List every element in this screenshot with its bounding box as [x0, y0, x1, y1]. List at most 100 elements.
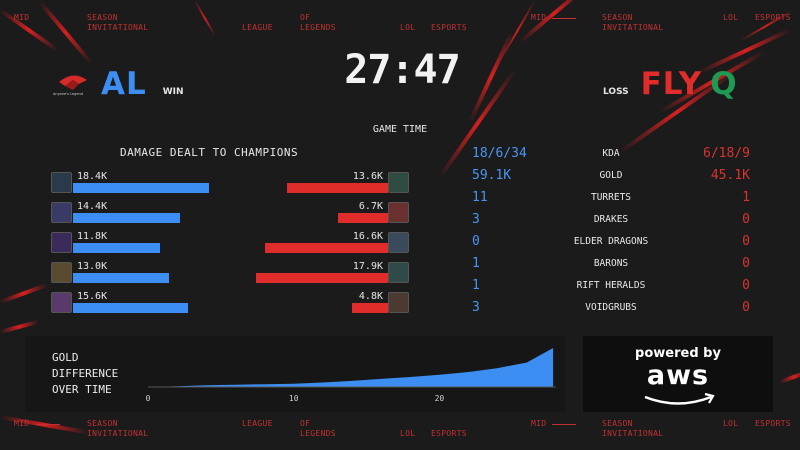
blue-stat-value: 3 — [472, 212, 480, 227]
blue-damage-bar — [73, 243, 161, 253]
red-damage-value: 4.8K — [358, 291, 383, 302]
gold-x-tick: 20 — [435, 394, 445, 403]
gold-label-line1: GOLD — [52, 351, 79, 364]
blue-stat-value: 18/6/34 — [472, 146, 527, 161]
blue-damage-bar — [73, 273, 170, 283]
blue-team-header: Anyone's Legend AL WIN — [53, 66, 184, 102]
ticker-invitational-2: INVITATIONAL — [602, 23, 664, 32]
ticker-season-2: SEASON — [602, 13, 633, 22]
blue-stat-value: 1 — [472, 278, 480, 293]
ticker-invitational: INVITATIONAL — [87, 429, 149, 438]
damage-title: DAMAGE DEALT TO CHAMPIONS — [120, 146, 299, 159]
red-stat-value: 0 — [742, 212, 750, 227]
blue-stat-value: 3 — [472, 300, 480, 315]
ticker-lol: LOL — [400, 23, 416, 32]
red-team-header: LOSS FLY Q — [603, 66, 737, 102]
stat-label: TURRETS — [590, 192, 632, 203]
red-damage-bar — [338, 213, 388, 223]
red-damage-value: 6.7K — [358, 201, 383, 212]
blue-champion-portrait — [51, 172, 72, 193]
ticker-divider — [36, 424, 60, 425]
game-timer: 27:47 — [344, 47, 460, 93]
blue-damage-bar — [73, 213, 180, 223]
aws-smile-icon — [644, 392, 715, 405]
blue-stat-value: 0 — [472, 234, 480, 249]
ticker-season: SEASON — [87, 419, 118, 428]
ticker-league: LEAGUE — [242, 419, 273, 428]
gold-label-line2: DIFFERENCE — [52, 367, 119, 380]
ticker-season: SEASON — [87, 13, 118, 22]
red-damage-bar — [352, 303, 388, 313]
ticker-esports: ESPORTS — [431, 23, 467, 32]
ticker-mid: MID — [14, 419, 30, 428]
red-champion-portrait — [388, 202, 409, 223]
red-champion-portrait — [388, 172, 409, 193]
blue-damage-value: 11.8K — [77, 231, 108, 242]
red-champion-portrait — [388, 292, 409, 313]
blue-stat-value: 11 — [472, 190, 488, 205]
stat-label: ELDER DRAGONS — [573, 236, 649, 247]
red-stat-value: 1 — [742, 190, 750, 205]
ticker-of: OF — [300, 419, 311, 428]
red-stat-value: 6/18/9 — [703, 146, 750, 161]
aws-brand: aws — [646, 360, 710, 391]
ticker-legends: LEGENDS — [300, 429, 336, 438]
ticker-esports-2: ESPORTS — [755, 13, 791, 22]
red-team-tag: FLY — [640, 66, 703, 102]
blue-damage-bar — [73, 183, 210, 193]
al-logo: Anyone's Legend — [53, 66, 91, 102]
ticker-lol: LOL — [400, 429, 416, 438]
blue-damage-value: 14.4K — [77, 201, 108, 212]
stat-label: RIFT HERALDS — [576, 280, 646, 291]
blue-stat-value: 59.1K — [472, 168, 512, 183]
red-stat-value: 0 — [742, 278, 750, 293]
ticker-esports-2: ESPORTS — [755, 419, 791, 428]
red-stat-value: 0 — [742, 300, 750, 315]
blue-champion-portrait — [51, 232, 72, 253]
gold-difference-area — [148, 348, 554, 387]
blue-champion-portrait — [51, 292, 72, 313]
gold-x-tick: 10 — [289, 394, 299, 403]
ticker-season-2: SEASON — [602, 419, 633, 428]
stat-label: BARONS — [593, 258, 629, 269]
blue-damage-value: 18.4K — [77, 171, 108, 182]
ticker-invitational: INVITATIONAL — [87, 23, 149, 32]
stat-label: VOIDGRUBS — [585, 302, 637, 313]
blue-team-result: WIN — [162, 87, 184, 97]
ticker-legends: LEGENDS — [300, 23, 336, 32]
ticker-divider — [552, 424, 576, 425]
red-stat-value: 0 — [742, 234, 750, 249]
red-damage-value: 17.9K — [352, 261, 383, 272]
gold-label-line3: OVER TIME — [52, 383, 112, 396]
red-stat-value: 0 — [742, 256, 750, 271]
stat-label: DRAKES — [593, 214, 629, 225]
stat-label: GOLD — [599, 170, 623, 181]
fly-logo-icon: Q — [710, 66, 737, 102]
aws-powered-by: powered by — [635, 346, 721, 361]
ticker-of: OF — [300, 13, 311, 22]
blue-team-tag: AL — [101, 66, 147, 102]
red-champion-portrait — [388, 232, 409, 253]
ticker-invitational-2: INVITATIONAL — [602, 429, 664, 438]
red-damage-bar — [287, 183, 388, 193]
aws-sponsor: powered by aws — [583, 336, 773, 412]
ticker-mid-2: MID — [531, 13, 547, 22]
stat-label: KDA — [602, 148, 620, 159]
red-team-result: LOSS — [603, 87, 629, 97]
red-stat-value: 45.1K — [710, 168, 750, 183]
al-logo-icon — [59, 75, 87, 90]
blue-champion-portrait — [51, 262, 72, 283]
ticker-divider — [552, 18, 576, 19]
ticker-esports: ESPORTS — [431, 429, 467, 438]
al-logo-caption: Anyone's Legend — [53, 92, 83, 96]
blue-stat-value: 1 — [472, 256, 480, 271]
blue-damage-bar — [73, 303, 189, 313]
red-damage-bar — [265, 243, 388, 253]
blue-damage-value: 13.0K — [77, 261, 108, 272]
ticker-mid-2: MID — [531, 419, 547, 428]
ticker-mid: MID — [14, 13, 30, 22]
gold-difference-chart: 0 10 20 — [146, 348, 556, 403]
blue-champion-portrait — [51, 202, 72, 223]
gold-x-tick: 0 — [146, 394, 151, 403]
blue-damage-value: 15.6K — [77, 291, 108, 302]
